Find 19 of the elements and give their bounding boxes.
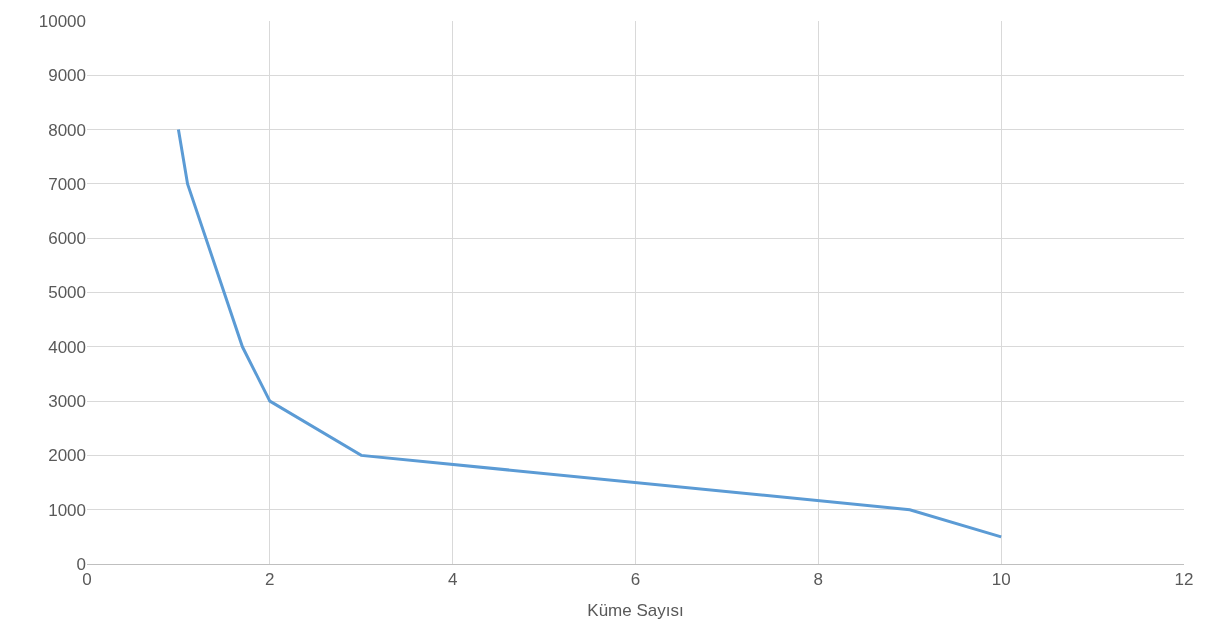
y-tick-label: 4000 bbox=[48, 337, 86, 357]
x-axis-title: Küme Sayısı bbox=[587, 600, 684, 620]
y-tick-label: 7000 bbox=[48, 174, 86, 194]
x-tick-label: 6 bbox=[630, 570, 641, 590]
x-tick-label: 4 bbox=[447, 570, 458, 590]
line-series bbox=[176, 128, 1003, 539]
x-tick-label: 8 bbox=[813, 570, 824, 590]
y-tick-label: 10000 bbox=[38, 11, 86, 31]
x-tick-label: 12 bbox=[1174, 570, 1194, 590]
y-tick-label: 3000 bbox=[48, 392, 86, 412]
y-tick-label: 2000 bbox=[48, 446, 86, 466]
x-tick-label: 10 bbox=[991, 570, 1011, 590]
y-tick-label: 6000 bbox=[48, 229, 86, 249]
y-tick-label: 1000 bbox=[48, 500, 86, 520]
x-tick-label: 2 bbox=[265, 570, 275, 590]
y-tick-label: 8000 bbox=[48, 120, 86, 140]
y-tick-label: 9000 bbox=[48, 66, 86, 86]
y-tick-label: 5000 bbox=[48, 283, 86, 303]
y-tick-label: 0 bbox=[76, 554, 86, 574]
